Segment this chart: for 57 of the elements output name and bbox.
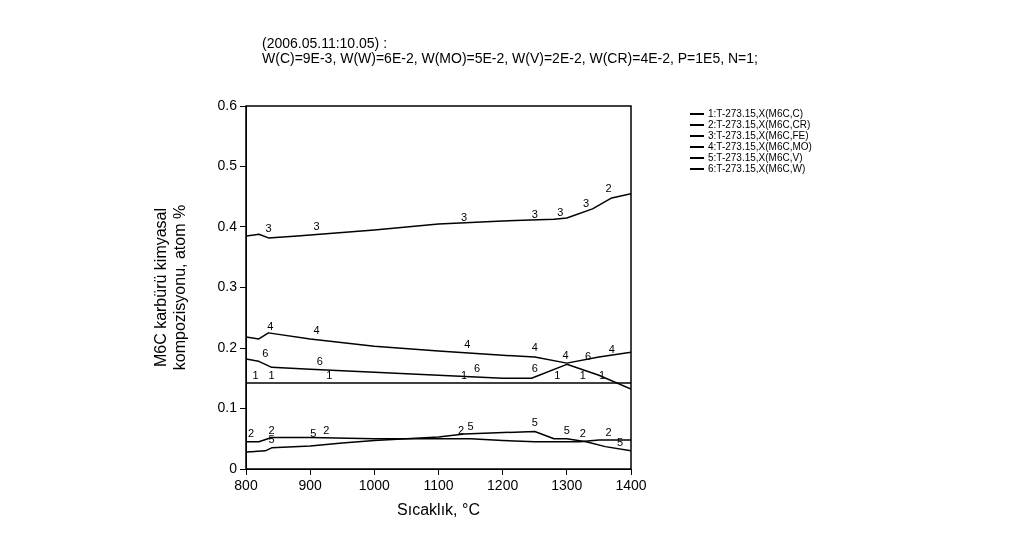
x-tick-label: 900 <box>298 477 323 494</box>
y-tick-label: 0.1 <box>217 399 238 416</box>
y-tick-label: 0.3 <box>217 278 238 295</box>
chart-subtitle: W(C)=9E-3, W(W)=6E-2, W(MO)=5E-2, W(V)=2E-2, W(CR)=4E-2, P=1E5, N=1; <box>262 50 758 66</box>
annotation: 3 <box>461 210 468 223</box>
annotation: 1 <box>599 368 606 381</box>
annotation: 2 <box>457 424 465 437</box>
legend-label: 1:T-273.15,X(M6C,C) <box>708 108 804 119</box>
y-axis-title: M6C karbürü kimyasal kompozisyonu, atom % <box>152 204 189 371</box>
x-tick-label: 1400 <box>615 477 647 494</box>
annotation: 5 <box>310 427 317 440</box>
annotation: 2 <box>248 427 255 440</box>
annotation: 1 <box>554 368 561 381</box>
annotation: 2 <box>579 427 586 440</box>
annotation: 3 <box>313 220 320 233</box>
y-tick-label: 0.5 <box>217 157 238 174</box>
annotation: 6 <box>316 354 323 367</box>
annotation: 2 <box>323 423 330 436</box>
legend-label: 6:T-273.15,X(M6C,W) <box>708 163 806 174</box>
annotation: 1 <box>252 368 259 381</box>
annotation: 4 <box>608 342 615 355</box>
annotation: 2 <box>605 182 612 195</box>
annotation: 6 <box>473 361 481 374</box>
annotation: 1 <box>579 368 586 381</box>
annotation: 6 <box>531 361 538 374</box>
legend-label: 3:T-273.15,X(M6C,FE) <box>708 130 809 141</box>
annotation: 4 <box>313 324 320 337</box>
y-tick-label: 0.4 <box>217 217 238 234</box>
chart-title: (2006.05.11:10.05) : <box>262 35 389 51</box>
x-tick-label: 1200 <box>487 477 519 494</box>
annotation: 2 <box>605 426 612 439</box>
annotation: 2 <box>268 423 275 436</box>
x-tick-label: 800 <box>234 477 258 494</box>
annotation: 4 <box>531 341 538 354</box>
annotation: 3 <box>265 221 272 234</box>
x-axis-title: Sıcaklık, °C <box>397 500 480 518</box>
annotation: 4 <box>562 348 569 361</box>
annotation: 1 <box>326 368 333 381</box>
x-tick-label: 1000 <box>358 477 391 494</box>
annotation: 5 <box>467 420 474 433</box>
annotation: 1 <box>268 368 275 381</box>
x-tick-label: 1100 <box>423 477 454 494</box>
legend-label: 5:T-273.15,X(M6C,V) <box>708 152 803 163</box>
x-tick-label: 1300 <box>551 477 583 494</box>
annotation: 4 <box>464 338 471 351</box>
annotation: 6 <box>262 346 269 359</box>
legend-label: 4:T-273.15,X(M6C,MO) <box>708 141 812 152</box>
y-tick-label: 0.2 <box>217 338 238 355</box>
annotation: 5 <box>563 423 570 436</box>
annotation: 3 <box>583 197 590 210</box>
y-tick-label: 0.6 <box>217 96 238 113</box>
y-tick-label: 0 <box>229 459 238 476</box>
annotation: 3 <box>557 206 564 219</box>
annotation: 3 <box>531 207 538 220</box>
annotation: 5 <box>531 416 538 429</box>
legend-label: 2:T-273.15,X(M6C,CR) <box>708 119 811 130</box>
annotation: 4 <box>267 319 274 332</box>
